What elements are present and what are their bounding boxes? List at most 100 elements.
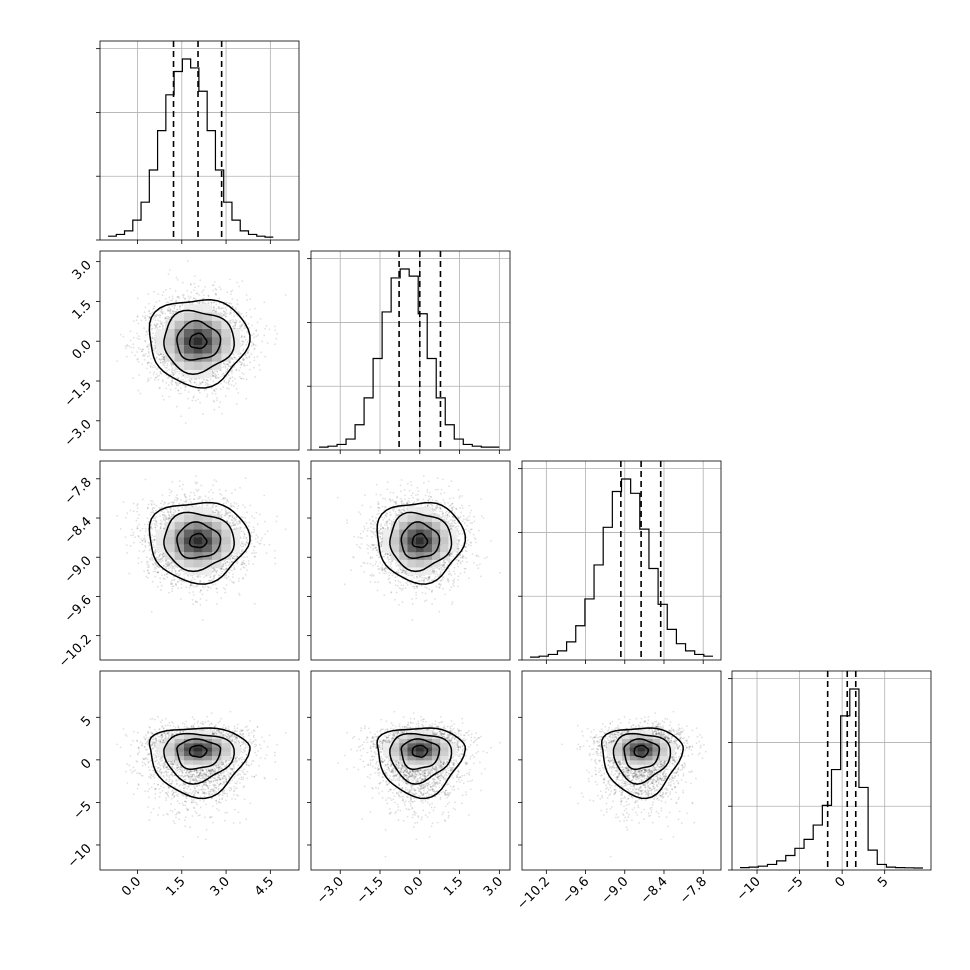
scatter-point xyxy=(252,343,255,346)
scatter-point xyxy=(193,275,196,277)
scatter-point xyxy=(266,342,269,344)
scatter-point xyxy=(136,315,139,318)
scatter-point xyxy=(151,327,154,330)
scatter-point xyxy=(149,316,151,318)
scatter-point xyxy=(164,312,167,315)
scatter-point xyxy=(164,566,167,568)
scatter-point xyxy=(158,558,161,561)
scatter-point xyxy=(197,389,200,392)
scatter-point xyxy=(160,373,163,375)
scatter-point xyxy=(171,362,174,365)
scatter-point xyxy=(164,298,167,300)
scatter-point xyxy=(252,549,255,552)
scatter-point xyxy=(198,302,200,305)
scatter-point xyxy=(216,570,219,572)
scatter-point xyxy=(224,312,227,315)
scatter-point xyxy=(258,364,261,367)
scatter-point xyxy=(222,565,224,567)
scatter-point xyxy=(216,399,218,402)
scatter-point xyxy=(203,297,205,300)
scatter-point xyxy=(259,318,262,320)
scatter-point xyxy=(204,302,207,305)
scatter-point xyxy=(206,383,209,386)
scatter-point xyxy=(167,309,170,312)
scatter-point xyxy=(139,348,142,350)
scatter-point xyxy=(211,570,214,573)
scatter-point xyxy=(168,520,171,522)
scatter-point xyxy=(140,319,143,322)
scatter-point xyxy=(147,523,149,526)
scatter-point xyxy=(242,358,244,361)
scatter-point xyxy=(159,558,162,560)
scatter-point xyxy=(203,389,206,392)
scatter-point xyxy=(188,379,191,382)
scatter-point xyxy=(253,366,255,369)
scatter-point xyxy=(182,380,185,383)
scatter-point xyxy=(168,316,171,319)
scatter-point xyxy=(135,519,138,522)
scatter-point xyxy=(199,383,202,386)
scatter-point xyxy=(132,346,135,349)
scatter-point xyxy=(147,351,150,353)
scatter-point xyxy=(203,576,206,579)
density-cell xyxy=(155,345,166,354)
scatter-point xyxy=(251,334,253,336)
scatter-point xyxy=(242,341,245,343)
scatter-point xyxy=(255,329,258,332)
scatter-point xyxy=(224,371,227,374)
scatter-point xyxy=(225,315,227,318)
scatter-point xyxy=(181,294,184,296)
scatter-point xyxy=(239,553,241,555)
scatter-point xyxy=(252,333,255,335)
scatter-point xyxy=(148,343,151,346)
scatter-point xyxy=(138,374,141,376)
scatter-point xyxy=(143,570,146,572)
scatter-point xyxy=(242,322,245,325)
scatter-point xyxy=(137,517,139,520)
scatter-point xyxy=(167,301,170,304)
scatter-point xyxy=(145,530,147,533)
scatter-point xyxy=(208,499,211,501)
scatter-point xyxy=(180,379,182,382)
scatter-point xyxy=(230,293,232,296)
scatter-point xyxy=(210,489,213,491)
scatter-point xyxy=(140,538,143,540)
scatter-point xyxy=(169,312,172,314)
scatter-point xyxy=(158,554,161,556)
scatter-point xyxy=(153,323,156,326)
scatter-point xyxy=(241,340,243,342)
scatter-point xyxy=(242,377,245,380)
scatter-point xyxy=(162,363,165,366)
scatter-point xyxy=(225,568,227,570)
scatter-point xyxy=(224,366,227,369)
scatter-point xyxy=(154,315,157,318)
scatter-point xyxy=(233,517,236,520)
scatter-point xyxy=(154,524,157,526)
scatter-point xyxy=(153,364,156,367)
scatter-point xyxy=(190,584,192,587)
scatter-point xyxy=(143,358,146,361)
scatter-point xyxy=(250,539,253,542)
scatter-point xyxy=(161,559,164,562)
scatter-point xyxy=(169,310,171,312)
scatter-point xyxy=(170,312,172,315)
scatter-point xyxy=(175,383,178,386)
density-cell xyxy=(212,320,222,329)
scatter-point xyxy=(180,579,183,582)
scatter-point xyxy=(240,323,243,326)
scatter-point xyxy=(248,327,251,329)
scatter-point xyxy=(225,489,227,492)
scatter-point xyxy=(184,385,187,388)
scatter-point xyxy=(197,576,200,579)
scatter-point xyxy=(161,311,164,313)
scatter-point xyxy=(162,358,165,360)
scatter-point xyxy=(153,566,156,569)
scatter-point xyxy=(212,301,215,304)
scatter-point xyxy=(264,355,267,358)
scatter-point xyxy=(169,299,172,302)
scatter-point xyxy=(232,306,235,309)
scatter-point xyxy=(169,310,172,313)
scatter-point xyxy=(159,387,161,389)
contour-line-1 xyxy=(176,319,222,361)
scatter-point xyxy=(229,562,232,565)
